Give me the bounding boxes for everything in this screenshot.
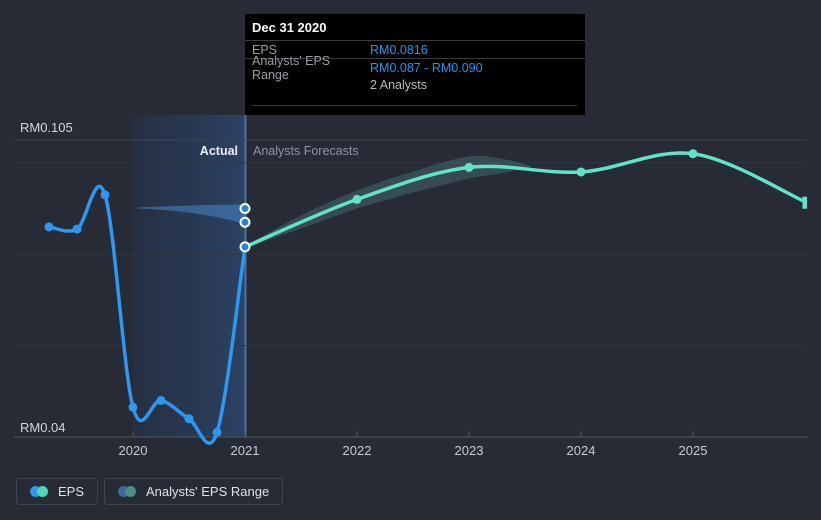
section-label-actual: Actual bbox=[199, 144, 238, 158]
tooltip-divider bbox=[252, 105, 577, 106]
range-high-point[interactable] bbox=[239, 203, 251, 215]
eps-data-point[interactable] bbox=[128, 402, 138, 412]
x-axis-label: 2020 bbox=[118, 443, 148, 458]
forecast-data-point[interactable] bbox=[688, 149, 698, 159]
section-label-forecasts: Analysts Forecasts bbox=[253, 144, 359, 158]
tooltip-range-row: Analysts' EPS Range RM0.087 - RM0.090 bbox=[245, 54, 585, 82]
x-axis-label: 2021 bbox=[230, 443, 260, 458]
analysts-range-icon bbox=[118, 486, 137, 497]
forecast-line[interactable] bbox=[243, 151, 807, 249]
chart-legend: EPS Analysts' EPS Range bbox=[16, 478, 284, 505]
tooltip-eps-row: EPS RM0.0816 bbox=[245, 41, 585, 59]
forecast-line-end-cap bbox=[802, 196, 807, 209]
forecast-data-point[interactable] bbox=[576, 167, 586, 177]
x-axis-label: 2024 bbox=[566, 443, 596, 458]
tooltip-eps-value: RM0.0816 bbox=[370, 42, 428, 57]
analysts-range-wedge bbox=[137, 204, 245, 224]
tooltip-date: Dec 31 2020 bbox=[245, 14, 585, 41]
forecast-data-point[interactable] bbox=[352, 194, 362, 204]
legend-button-analysts-range[interactable]: Analysts' EPS Range bbox=[104, 478, 284, 505]
y-axis-label-top: RM0.105 bbox=[20, 120, 73, 135]
x-axis-label: 2025 bbox=[678, 443, 708, 458]
selected-eps-point[interactable] bbox=[239, 241, 251, 253]
tooltip-range-label: Analysts' EPS Range bbox=[252, 53, 331, 82]
eps-data-point[interactable] bbox=[184, 414, 194, 424]
legend-range-label: Analysts' EPS Range bbox=[146, 484, 270, 499]
legend-eps-label: EPS bbox=[58, 484, 85, 499]
legend-button-eps[interactable]: EPS bbox=[16, 478, 99, 505]
eps-data-point[interactable] bbox=[156, 395, 166, 405]
eps-data-point[interactable] bbox=[100, 190, 110, 200]
forecast-uncertainty-band bbox=[245, 155, 531, 248]
tooltip-analysts-row: 2 Analysts bbox=[245, 76, 585, 93]
x-axis-label: 2022 bbox=[342, 443, 372, 458]
x-axis-label: 2023 bbox=[454, 443, 484, 458]
eps-data-point[interactable] bbox=[44, 222, 54, 232]
y-axis-label-bottom: RM0.04 bbox=[20, 420, 66, 435]
range-low-point[interactable] bbox=[239, 216, 251, 228]
tooltip-eps-label: EPS bbox=[252, 42, 278, 57]
eps-series-icon bbox=[30, 486, 48, 497]
eps-data-point[interactable] bbox=[72, 224, 82, 234]
forecast-data-point[interactable] bbox=[464, 162, 474, 172]
eps-data-point[interactable] bbox=[212, 427, 222, 437]
tooltip: Dec 31 2020 EPS RM0.0816 Analysts' EPS R… bbox=[245, 14, 585, 115]
tooltip-range-value: RM0.087 - RM0.090 bbox=[370, 60, 483, 75]
tooltip-analysts-count: 2 Analysts bbox=[370, 77, 427, 92]
